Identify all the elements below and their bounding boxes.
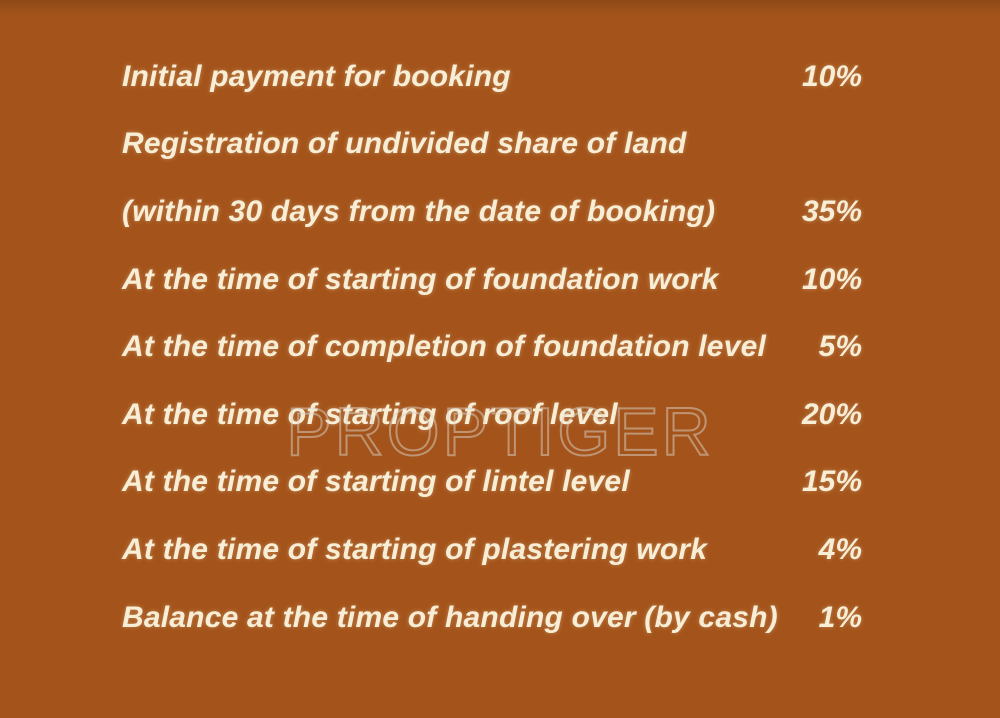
- schedule-row: At the time of completion of foundation …: [122, 313, 862, 381]
- percent-value: 35%: [801, 194, 862, 228]
- percent-value: 1%: [818, 600, 862, 634]
- schedule-row: Initial payment for booking 10%: [122, 43, 862, 111]
- schedule-row: At the time of starting of roof level 20%: [122, 381, 862, 449]
- schedule-row: Balance at the time of handing over (by …: [122, 584, 862, 652]
- payment-schedule-table: Initial payment for booking 10% Registrati…: [122, 43, 862, 651]
- milestone-label: At the time of starting of roof level: [122, 397, 618, 431]
- percent-value: 15%: [801, 465, 862, 499]
- milestone-label: At the time of starting of lintel level: [122, 465, 630, 499]
- percent-value: 5%: [818, 330, 862, 364]
- percent-value: 20%: [801, 397, 862, 431]
- milestone-label: At the time of completion of foundation …: [122, 330, 766, 364]
- schedule-row: At the time of starting of foundation wo…: [122, 246, 862, 314]
- schedule-row: At the time of starting of lintel level 1…: [122, 449, 862, 517]
- milestone-label: At the time of starting of foundation wo…: [122, 262, 719, 296]
- schedule-row: At the time of starting of plastering wo…: [122, 516, 862, 584]
- milestone-label: Initial payment for booking: [122, 59, 511, 93]
- schedule-row: (within 30 days from the date of booking…: [122, 178, 862, 246]
- percent-value: 10%: [801, 262, 862, 296]
- milestone-label: Registration of undivided share of land: [122, 127, 687, 161]
- milestone-label: Balance at the time of handing over (by …: [122, 600, 778, 634]
- percent-value: 4%: [818, 532, 862, 566]
- schedule-row: Registration of undivided share of land: [122, 111, 862, 179]
- milestone-label: At the time of starting of plastering wo…: [122, 532, 708, 566]
- percent-value: 10%: [801, 59, 862, 93]
- milestone-label: (within 30 days from the date of booking…: [122, 194, 716, 228]
